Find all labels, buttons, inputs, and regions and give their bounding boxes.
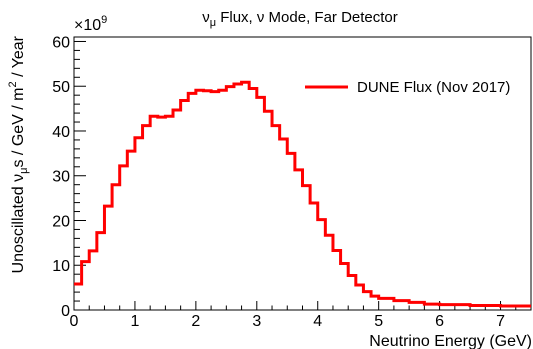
series-line-dune-flux xyxy=(74,80,531,308)
title-mu: μ xyxy=(210,17,216,29)
y-tick-label: 60 xyxy=(52,34,70,51)
y-tick-label: 40 xyxy=(52,124,70,141)
x-axis: 0 1 2 3 4 5 6 7 xyxy=(70,301,532,330)
x-tick-label: 7 xyxy=(496,313,505,330)
y-tick-label: 20 xyxy=(52,213,70,230)
title-rest: Flux, ν Mode, Far Detector xyxy=(216,9,398,26)
legend: DUNE Flux (Nov 2017) xyxy=(305,79,510,96)
y-tick-label: 50 xyxy=(52,79,70,96)
title-nu: ν xyxy=(202,9,210,26)
y-tick-label: 30 xyxy=(52,169,70,186)
legend-label: DUNE Flux (Nov 2017) xyxy=(357,79,510,96)
chart-title: νμ Flux, ν Mode, Far Detector xyxy=(202,9,398,29)
x-tick-label: 3 xyxy=(252,313,261,330)
x-axis-label: Neutrino Energy (GeV) xyxy=(369,333,532,349)
y-tick-label: 0 xyxy=(61,303,70,320)
y-multiplier: ×109 xyxy=(74,14,107,34)
x-tick-label: 5 xyxy=(374,313,383,330)
x-tick-label: 4 xyxy=(313,313,322,330)
x-tick-label: 1 xyxy=(130,313,139,330)
x-tick-label: 0 xyxy=(70,313,79,330)
y-tick-label: 10 xyxy=(52,258,70,275)
x-tick-label: 2 xyxy=(191,313,200,330)
x-tick-label: 6 xyxy=(435,313,444,330)
y-axis-label: Unoscillated νμs / GeV / m2 / Year xyxy=(7,35,30,273)
